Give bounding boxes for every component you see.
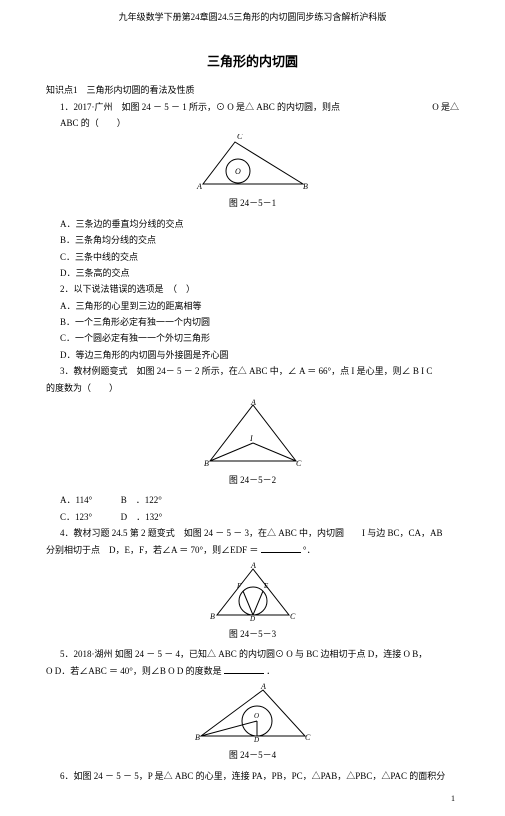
q2-opt-c: C．一个圆必定有独一一个外切三角形 (46, 331, 459, 345)
caption-1: 图 24－5－1 (46, 196, 459, 210)
kp1-label: 知识点1 三角形内切圆的看法及性质 (46, 83, 459, 97)
q2-opt-a: A．三角形的心里到三边的距离相等 (46, 299, 459, 313)
blank-2 (224, 673, 264, 674)
q2-stem: 2．以下说法错误的选项是 （ ） (46, 282, 459, 296)
svg-text:A: A (250, 399, 256, 407)
q3-options-row2: C．123° D ．132° (46, 510, 459, 524)
svg-text:B: B (204, 459, 209, 468)
svg-text:B: B (303, 182, 308, 191)
svg-text:I: I (249, 434, 253, 443)
caption-2: 图 24－5－2 (46, 473, 459, 487)
q5-stem-a: 5．2018·湖州 如图 24 － 5 － 4，已知△ ABC 的内切圆⊙ O … (46, 647, 459, 661)
q5-stem-b: O D．若∠ABC ＝ 40°，则∠B O D 的度数是 ． (46, 664, 459, 678)
q1-line: 1．2017·广州 如图 24 － 5 － 1 所示，⊙ O 是△ ABC 的内… (46, 100, 459, 114)
svg-text:C: C (305, 733, 311, 742)
doc-title: 三角形的内切圆 (46, 52, 459, 73)
caption-4: 图 24－5－4 (46, 748, 459, 762)
q1-opt-a: A．三条边的垂直均分线的交点 (46, 217, 459, 231)
svg-text:F: F (236, 582, 242, 590)
svg-text:D: D (249, 615, 255, 623)
figure-2: A B C I (46, 399, 459, 469)
svg-text:A: A (196, 182, 202, 191)
svg-text:B: B (195, 733, 200, 742)
q4-text-b: 分别相切于点 D，E，F，若∠A ＝ 70°，则∠EDF ＝ (46, 545, 258, 555)
q3-opt-a: A．114° (60, 495, 92, 505)
svg-text:A: A (260, 682, 266, 691)
svg-text:B: B (210, 612, 215, 621)
q3-opt-b: B ．122° (121, 495, 162, 505)
q1-opt-c: C．三条中线的交点 (46, 250, 459, 264)
doc-header: 九年级数学下册第24章圆24.5三角形的内切圆同步练习含解析沪科版 (46, 10, 459, 24)
q4-text-c: °． (303, 545, 316, 555)
q3-options-row1: A．114° B ．122° (46, 493, 459, 507)
q5-text-c: ． (266, 666, 275, 676)
q1-line2: ABC 的（ ） (46, 116, 459, 130)
q6-stem: 6．如图 24 － 5 － 5，P 是△ ABC 的心里，连接 PA，PB，PC… (46, 769, 459, 783)
figure-4: A B C O D (46, 682, 459, 744)
blank-1 (261, 552, 301, 553)
q4-stem-b: 分别相切于点 D，E，F，若∠A ＝ 70°，则∠EDF ＝ °． (46, 543, 459, 557)
q1-text-a: 1．2017·广州 如图 24 － 5 － 1 所示，⊙ O 是△ ABC 的内… (60, 100, 340, 114)
svg-text:C: C (237, 134, 243, 141)
q3-stem-b: 的度数为（ ） (46, 381, 459, 395)
q3-opt-d: D ．132° (121, 512, 163, 522)
q5-text-b: O D．若∠ABC ＝ 40°，则∠B O D 的度数是 (46, 666, 222, 676)
q4-stem-a: 4．教材习题 24.5 第 2 题变式 如图 24 － 5 － 3，在△ ABC… (46, 526, 459, 540)
svg-text:O: O (254, 712, 259, 720)
svg-text:C: C (290, 612, 296, 621)
caption-3: 图 24－5－3 (46, 627, 459, 641)
svg-text:E: E (263, 582, 269, 590)
q3-stem-a: 3．教材例题变式 如图 24－ 5 － 2 所示，在△ ABC 中，∠ A ＝ … (46, 364, 459, 378)
q1-opt-b: B．三条角均分线的交点 (46, 233, 459, 247)
q1-opt-d: D．三条高的交点 (46, 266, 459, 280)
q2-opt-d: D．等边三角形的内切圆与外接圆是齐心圆 (46, 348, 459, 362)
svg-text:A: A (250, 561, 256, 570)
q2-opt-b: B．一个三角形必定有独一一个内切圆 (46, 315, 459, 329)
svg-text:O: O (235, 167, 241, 176)
page-number: 1 (46, 793, 459, 806)
svg-text:D: D (253, 736, 259, 744)
svg-text:C: C (296, 459, 302, 468)
q3-opt-c: C．123° (60, 512, 92, 522)
figure-3: A B C D F E (46, 561, 459, 623)
q1-text-b: O 是△ (432, 100, 459, 114)
figure-1: C A B O (46, 134, 459, 192)
